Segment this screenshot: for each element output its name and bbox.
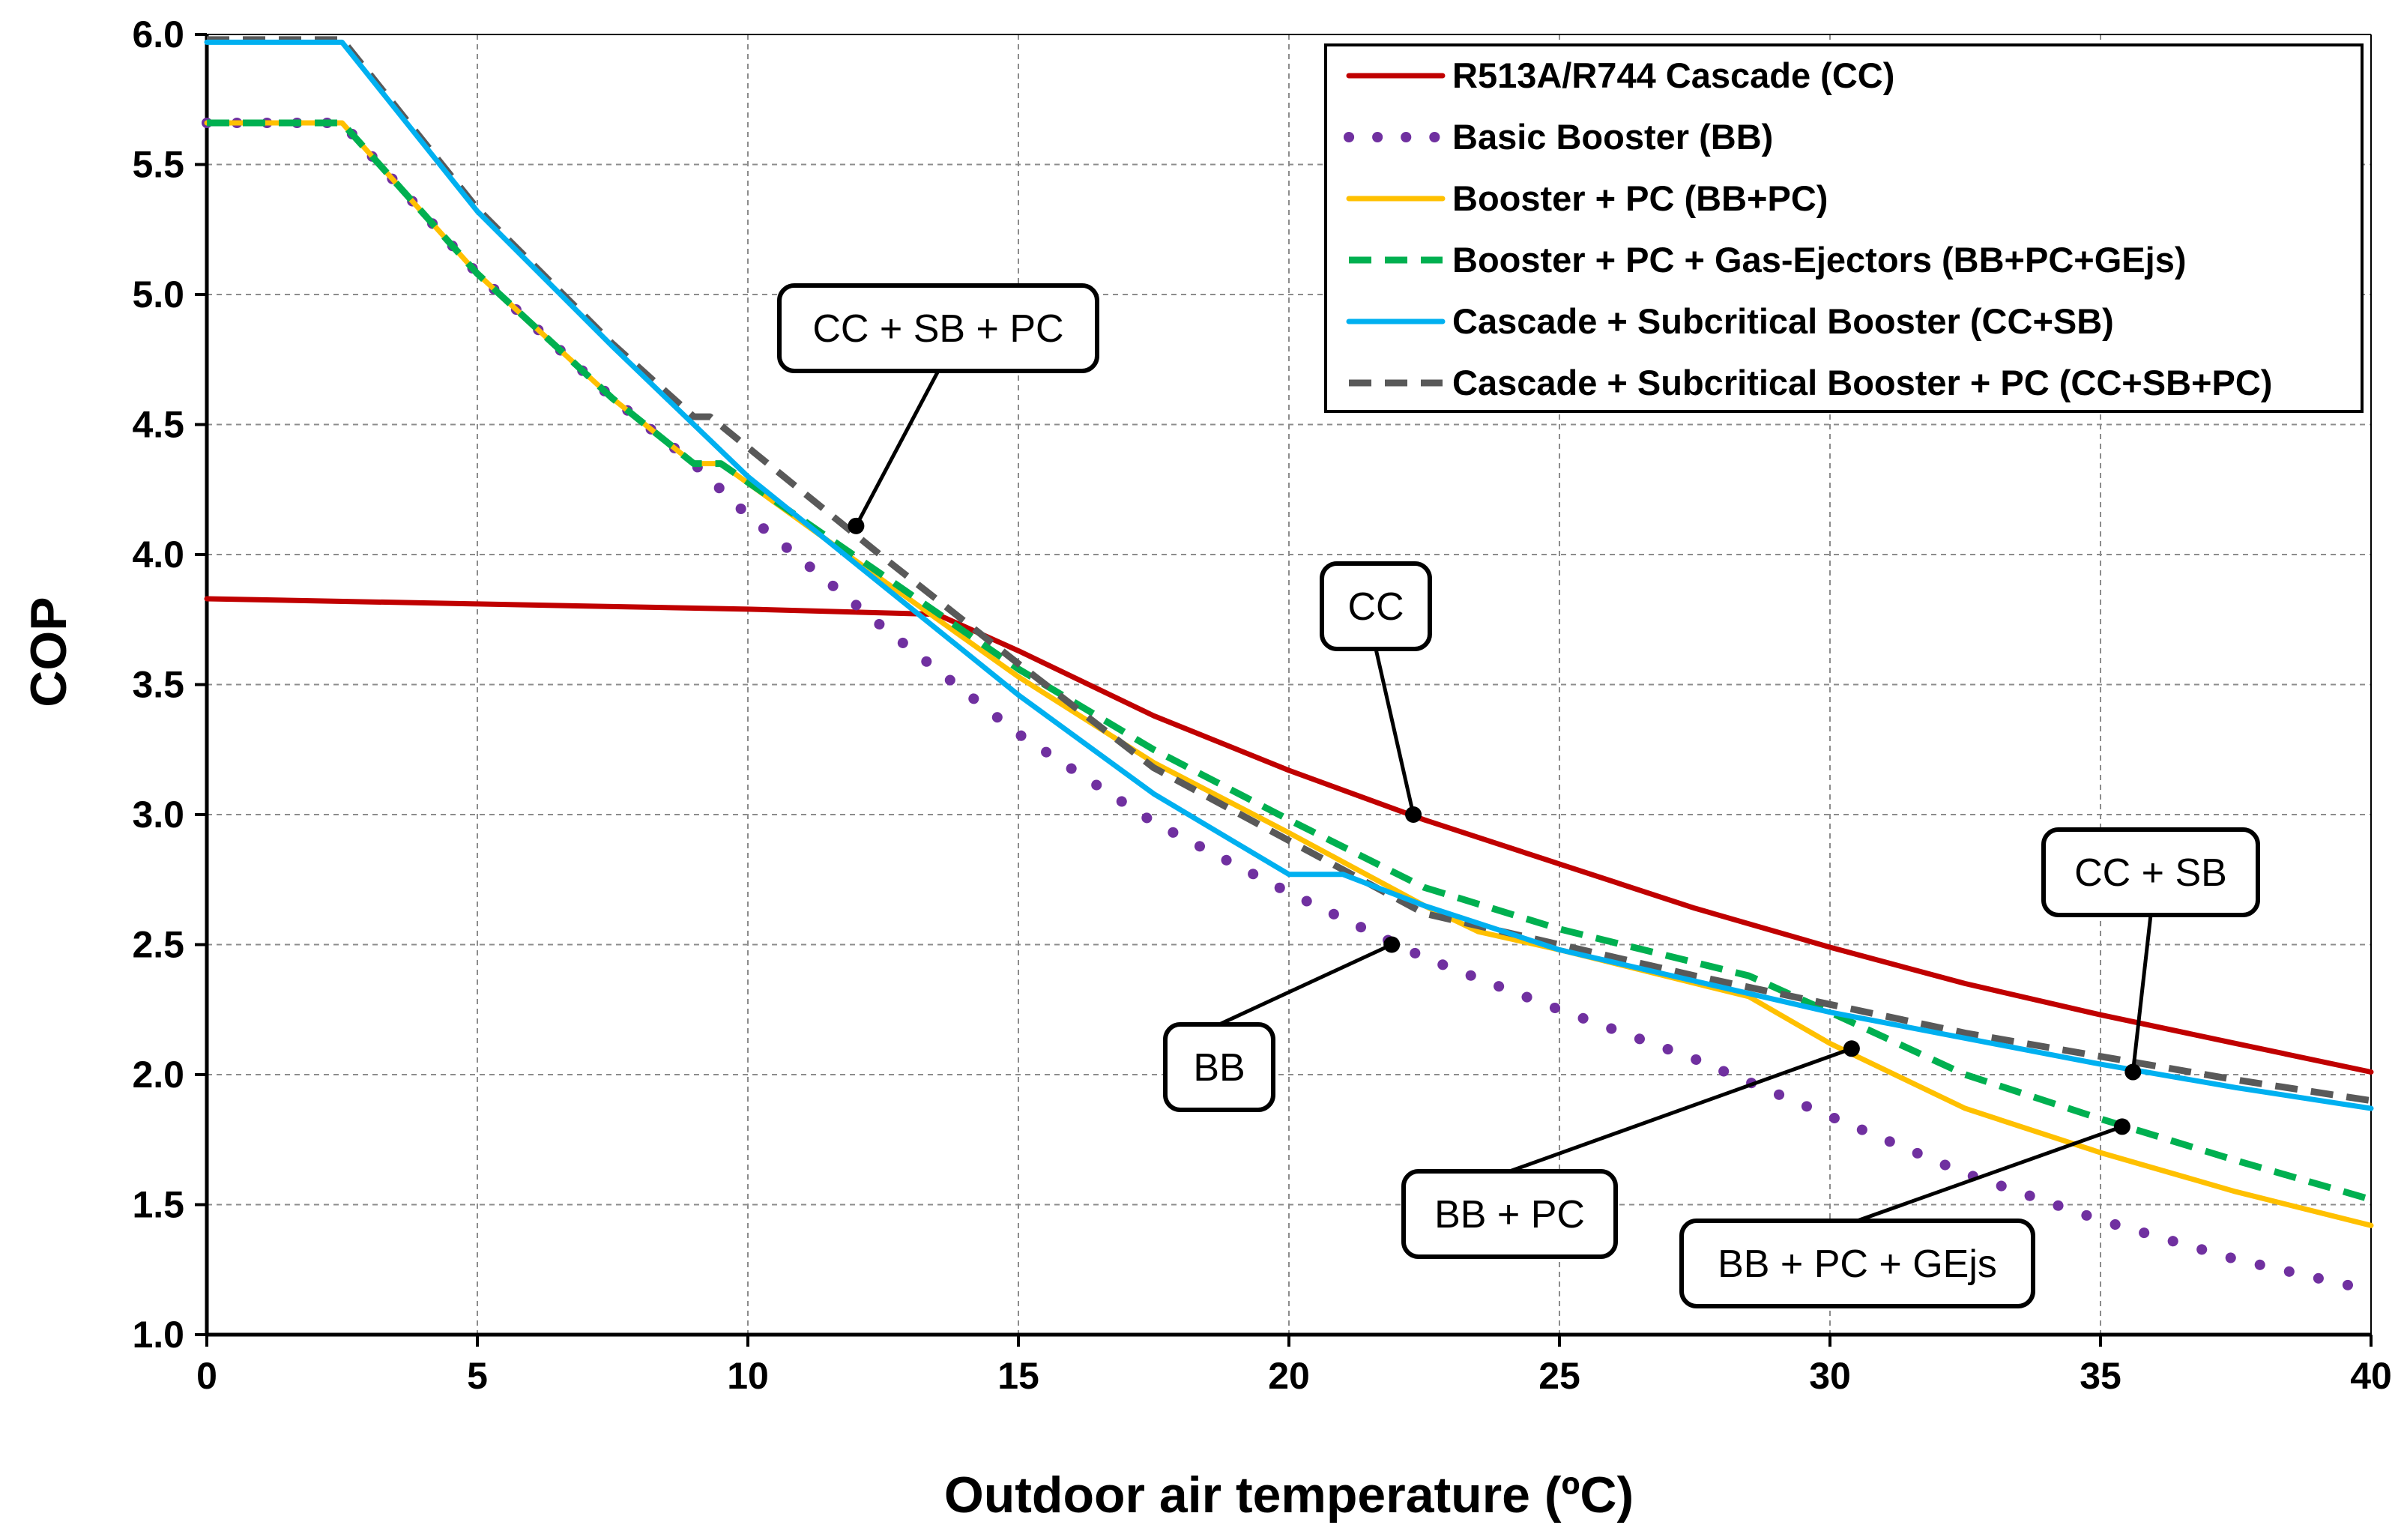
annotation-point [2113,1118,2130,1135]
x-tick-label: 5 [467,1355,488,1397]
x-tick-label: 35 [2080,1355,2121,1397]
x-axis-title: Outdoor air temperature (ºC) [944,1467,1634,1524]
x-tick-label: 40 [2350,1355,2392,1397]
y-tick-label: 4.5 [132,404,184,446]
legend-label: R513A/R744 Cascade (CC) [1452,55,1894,95]
annotation-box [1401,1169,1618,1259]
y-tick-label: 4.0 [132,534,184,576]
series-lines [202,36,2376,1296]
annotation-leader [1508,1046,1852,1174]
annotation-point [1843,1040,1860,1057]
x-tick-label: 10 [727,1355,769,1397]
y-tick-label: 6.0 [132,13,184,55]
annotation-point [1405,806,1422,823]
y-tick-label: 3.0 [132,794,184,836]
annotation-box [2041,827,2260,917]
annotation-label: CC + SB + PC [812,307,1063,351]
annotation-leader [1856,1125,2123,1223]
annotation-point [1383,936,1401,953]
x-tick-label: 15 [997,1355,1039,1397]
legend-box [1324,43,2364,413]
x-tick-label: 20 [1268,1355,1310,1397]
series-line-4 [204,39,2374,1111]
annotation-label: CC + SB [2074,851,2227,895]
x-tick-label: 0 [196,1355,217,1397]
annotation-label: CC [1347,585,1404,629]
annotation-leader [1218,943,1393,1027]
annotation-box [1320,561,1432,651]
y-tick-label: 1.0 [132,1314,184,1356]
legend-label: Booster + PC + Gas-Ejectors (BB+PC+GEjs) [1452,240,2187,280]
annotation-leader [854,369,940,528]
series-line-0 [204,596,2374,1075]
annotation-label: BB + PC [1434,1193,1585,1236]
annotation-leader [1374,648,1416,815]
legend-label: Basic Booster (BB) [1452,117,1773,157]
y-tick-label: 2.0 [132,1054,184,1096]
legend: R513A/R744 Cascade (CC) Basic Booster (BB… [1324,43,2364,413]
y-tick-label: 5.5 [132,144,184,186]
legend-label: Cascade + Subcritical Booster (CC+SB) [1452,301,2114,341]
annotation-label: BB + PC + GEjs [1718,1242,1997,1286]
y-tick-label: 2.5 [132,924,184,966]
y-axis-title: COP [20,597,77,707]
y-tick-label: 5.0 [132,274,184,315]
y-tick-label: 3.5 [132,664,184,706]
annotation-box [1679,1219,2035,1308]
legend-label: Booster + PC (BB+PC) [1452,178,1828,218]
x-tick-label: 30 [1809,1355,1851,1397]
legend-label: Cascade + Subcritical Booster + PC (CC+S… [1452,363,2272,402]
axes: 0 5 10 15 20 25 30 35 40 1.0 1.5 2.0 2.5 3.0 3.5 4.0 4.5… [132,13,2391,1397]
annotation-leader [2130,914,2153,1072]
annotation-point [848,517,865,534]
y-tick-label: 1.5 [132,1184,184,1226]
annotation-box [777,283,1099,373]
annotation-label: BB [1193,1046,1245,1090]
x-tick-label: 25 [1538,1355,1580,1397]
annotation-point [2124,1063,2142,1081]
annotation-box [1163,1022,1275,1112]
annotations: CC + SB + PC CC BB CC + SB BB + PC BB + PC + … [777,283,2260,1308]
